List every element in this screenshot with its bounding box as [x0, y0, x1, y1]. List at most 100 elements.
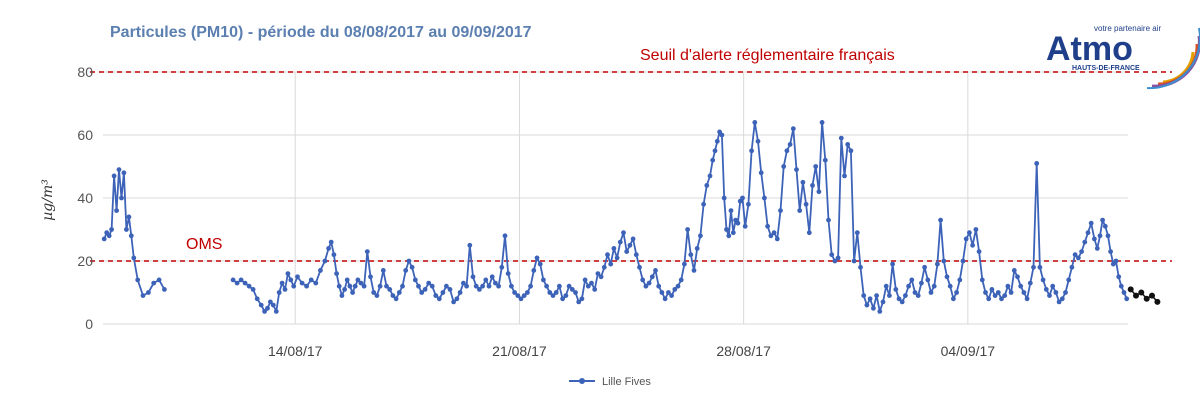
highlight-point[interactable] [1149, 292, 1155, 299]
data-point[interactable] [1094, 246, 1100, 251]
data-point[interactable] [944, 274, 950, 280]
data-point[interactable] [573, 290, 578, 295]
data-point[interactable] [806, 230, 812, 236]
data-point[interactable] [470, 274, 476, 280]
data-point[interactable] [140, 293, 146, 298]
data-point[interactable] [976, 249, 982, 255]
data-point[interactable] [633, 252, 639, 258]
data-point[interactable] [887, 293, 892, 298]
data-point[interactable] [531, 268, 537, 273]
data-point[interactable] [871, 305, 876, 311]
data-point[interactable] [364, 249, 370, 255]
data-point[interactable] [1034, 161, 1040, 166]
data-point[interactable] [422, 287, 428, 292]
data-point[interactable] [352, 283, 358, 289]
data-point[interactable] [598, 274, 604, 280]
data-point[interactable] [989, 287, 995, 292]
data-point[interactable] [585, 283, 591, 289]
data-point[interactable] [688, 252, 694, 258]
data-point[interactable] [318, 268, 323, 273]
data-point[interactable] [1092, 236, 1097, 242]
data-point[interactable] [608, 261, 614, 267]
data-point[interactable] [368, 274, 373, 280]
data-point[interactable] [1011, 268, 1017, 273]
data-point[interactable] [1118, 283, 1124, 289]
data-point[interactable] [1015, 274, 1020, 280]
data-point[interactable] [451, 299, 456, 305]
data-point[interactable] [230, 277, 236, 283]
data-point[interactable] [740, 195, 745, 201]
data-point[interactable] [931, 283, 937, 289]
data-point[interactable] [1066, 277, 1072, 283]
data-point[interactable] [400, 283, 405, 289]
data-point[interactable] [355, 277, 361, 283]
data-point[interactable] [1116, 274, 1122, 280]
data-point[interactable] [1069, 264, 1075, 270]
data-point[interactable] [919, 280, 924, 286]
data-point[interactable] [880, 299, 886, 305]
data-point[interactable] [1102, 223, 1108, 229]
data-point[interactable] [563, 293, 569, 298]
data-point[interactable] [861, 293, 867, 298]
data-point[interactable] [896, 296, 902, 302]
data-point[interactable] [270, 302, 276, 308]
data-point[interactable] [851, 258, 857, 264]
data-point[interactable] [854, 230, 860, 236]
data-point[interactable] [1105, 233, 1111, 239]
data-point[interactable] [1100, 217, 1105, 223]
data-point[interactable] [883, 283, 889, 289]
data-point[interactable] [124, 227, 129, 232]
data-point[interactable] [912, 290, 918, 295]
data-point[interactable] [429, 283, 435, 289]
data-point[interactable] [787, 142, 793, 147]
data-point[interactable] [525, 290, 530, 295]
highlight-point[interactable] [1154, 298, 1161, 305]
data-point[interactable] [162, 287, 167, 292]
data-point[interactable] [906, 283, 911, 289]
data-point[interactable] [874, 293, 879, 298]
data-point[interactable] [694, 246, 700, 251]
data-point[interactable] [605, 252, 610, 258]
data-point[interactable] [746, 201, 751, 207]
data-point[interactable] [285, 271, 291, 276]
data-point[interactable] [922, 264, 927, 270]
data-point[interactable] [954, 290, 959, 295]
data-point[interactable] [156, 277, 162, 283]
data-point[interactable] [698, 233, 703, 239]
highlight-point[interactable] [1143, 295, 1150, 302]
data-point[interactable] [304, 283, 309, 289]
data-point[interactable] [1043, 287, 1049, 292]
data-point[interactable] [832, 258, 838, 264]
data-point[interactable] [1088, 220, 1094, 226]
data-point[interactable] [380, 268, 386, 273]
data-point[interactable] [537, 261, 543, 267]
data-point[interactable] [146, 290, 151, 295]
data-point[interactable] [864, 302, 870, 308]
data-point[interactable] [592, 287, 598, 292]
data-point[interactable] [726, 233, 732, 239]
data-point[interactable] [265, 305, 270, 311]
data-point[interactable] [662, 296, 668, 302]
data-point[interactable] [826, 217, 831, 223]
data-point[interactable] [135, 277, 141, 283]
data-point[interactable] [712, 148, 718, 154]
data-point[interactable] [483, 277, 489, 283]
data-point[interactable] [653, 268, 658, 273]
data-point[interactable] [1005, 283, 1011, 289]
data-point[interactable] [835, 255, 841, 261]
data-point[interactable] [550, 293, 556, 298]
data-point[interactable] [544, 283, 549, 289]
data-point[interactable] [106, 233, 112, 239]
data-point[interactable] [1056, 299, 1062, 305]
data-point[interactable] [582, 277, 588, 283]
data-point[interactable] [334, 271, 339, 276]
data-point[interactable] [254, 296, 260, 302]
data-point[interactable] [461, 280, 466, 286]
data-point[interactable] [480, 283, 485, 289]
data-point[interactable] [1027, 280, 1033, 286]
data-point[interactable] [691, 268, 697, 273]
data-point[interactable] [566, 283, 572, 289]
data-point[interactable] [464, 283, 469, 289]
data-point[interactable] [1053, 290, 1059, 295]
data-point[interactable] [979, 277, 985, 283]
